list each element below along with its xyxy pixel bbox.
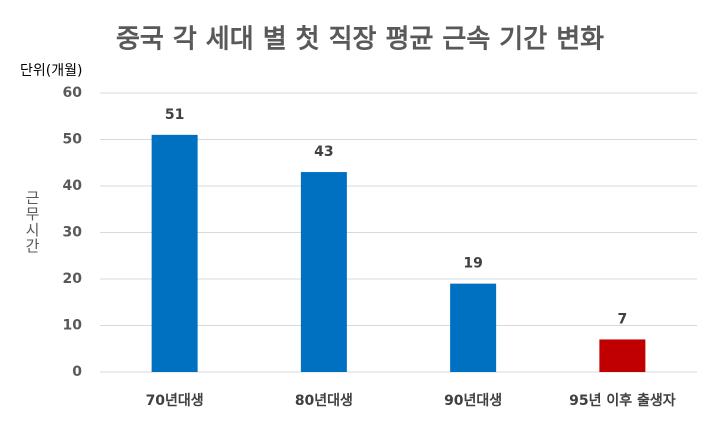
- x-tick-label: 95년 이후 출생자: [569, 392, 676, 409]
- x-tick-label: 90년대생: [444, 393, 502, 409]
- bar: [599, 339, 646, 372]
- y-tick-label: 30: [63, 225, 83, 241]
- bar: [450, 283, 497, 372]
- bar: [151, 134, 198, 372]
- chart-title: 중국 각 세대 별 첫 직장 평균 근속 기간 변화: [116, 25, 604, 55]
- x-tick-label: 80년대생: [295, 393, 353, 409]
- bar: [300, 172, 347, 372]
- data-label: 7: [618, 311, 628, 327]
- y-tick-label: 60: [63, 85, 83, 101]
- y-tick-label: 10: [63, 318, 83, 334]
- y-axis-label: 근무시간: [23, 190, 41, 254]
- data-label: 51: [165, 107, 184, 123]
- x-tick-label: 70년대생: [146, 393, 204, 409]
- data-label: 19: [463, 256, 482, 272]
- unit-label: 단위(개월): [20, 63, 82, 79]
- y-tick-label: 40: [63, 178, 83, 194]
- data-label: 43: [314, 144, 333, 160]
- y-tick-label: 20: [63, 271, 83, 287]
- y-tick-label: 50: [63, 132, 83, 148]
- y-tick-label: 0: [72, 364, 82, 380]
